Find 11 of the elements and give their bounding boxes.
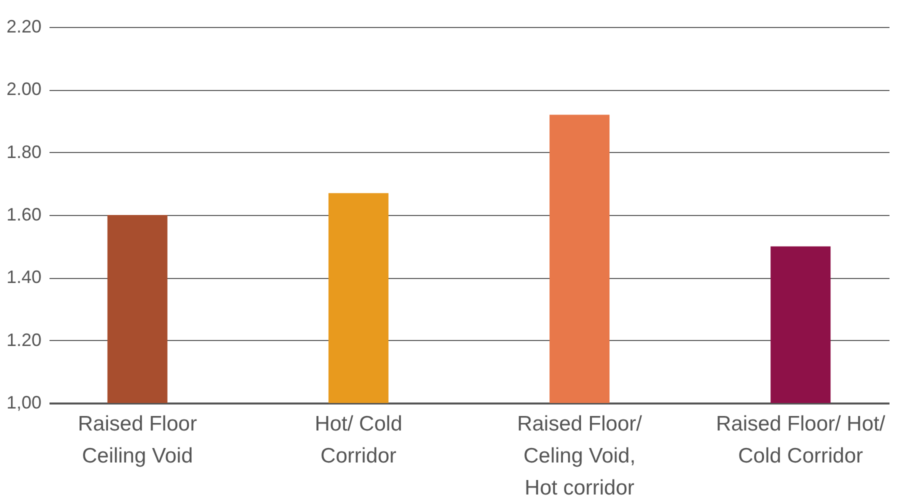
- y-tick-label: 1.20: [6, 330, 42, 350]
- x-tick-label: Hot/ Cold Corridor: [314, 412, 402, 468]
- x-tick-label: Raised Floor/ Hot/ Cold Corridor: [716, 412, 886, 468]
- x-tick-label: Raised Floor/ Celing Void, Hot corridor: [517, 412, 642, 500]
- y-tick-label: 1,00: [6, 392, 42, 412]
- y-tick-label: 1.40: [6, 267, 42, 288]
- y-tick-label: 2.00: [6, 79, 42, 100]
- x-tick-label: Raised Floor Ceiling Void: [78, 412, 197, 468]
- y-tick-label: 1.80: [6, 142, 42, 162]
- y-tick-label: 2.20: [6, 16, 42, 36]
- y-tick-label: 1.60: [6, 204, 42, 224]
